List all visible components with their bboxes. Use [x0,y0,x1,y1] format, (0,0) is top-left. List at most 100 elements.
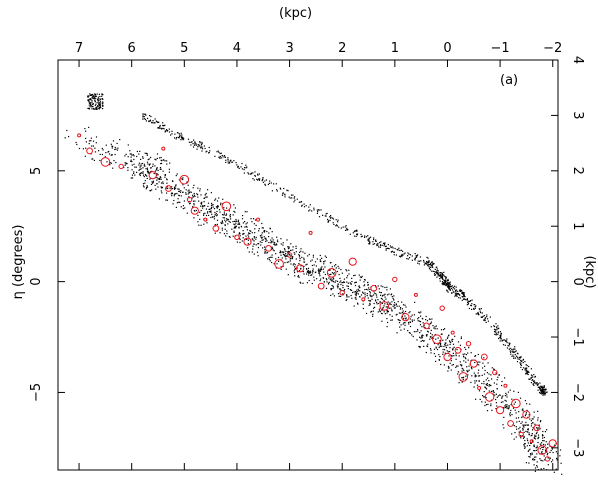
data-point [309,204,311,206]
data-point [520,366,522,368]
data-point [462,293,464,295]
data-point [425,334,427,336]
data-point [224,156,226,158]
highlight-point [100,157,111,167]
data-point [149,163,151,165]
data-point [526,372,528,374]
data-point [509,389,511,391]
data-point [233,210,235,212]
data-point [142,118,144,120]
data-point [89,93,91,95]
data-point [444,281,446,283]
data-point [142,171,144,173]
data-point [542,386,544,388]
data-point [168,168,170,170]
data-point [466,304,468,306]
data-point [111,145,113,147]
data-point [437,337,439,339]
data-point [233,231,235,233]
data-point [318,269,320,271]
data-point [286,261,288,263]
data-point [444,280,446,282]
data-point [158,181,160,183]
data-point [446,350,448,352]
data-point [102,98,104,100]
data-point [431,337,433,339]
data-point [526,424,528,426]
data-point [483,357,485,359]
data-point [126,163,128,165]
data-point [342,284,344,287]
data-point [542,453,544,455]
data-point [356,292,358,294]
data-point [273,241,276,244]
data-point [359,286,361,289]
highlight-point [443,352,452,362]
data-point [384,303,386,305]
data-point [66,129,68,132]
data-point [540,389,542,391]
data-point [209,208,211,210]
data-point [139,168,141,170]
data-point [131,161,133,163]
data-point [390,307,392,309]
data-point [393,251,395,253]
data-point [328,283,330,285]
data-point [264,237,266,240]
highlight-point [256,217,260,222]
data-point [440,275,442,277]
data-point [340,280,342,282]
data-point [473,386,475,388]
data-point [379,242,381,244]
data-point [227,160,229,162]
data-point [402,310,404,312]
data-point [514,432,516,434]
data-point [151,189,153,191]
data-point [497,331,500,333]
data-point [321,266,323,268]
data-point [101,147,103,150]
data-point [385,245,387,248]
data-point [187,138,190,140]
data-point [398,322,401,324]
highlight-point [522,410,531,419]
data-point [253,223,255,225]
data-point [374,299,377,301]
data-point [369,294,371,296]
data-point [339,281,341,283]
data-point [537,427,539,429]
data-point [530,377,532,379]
highlight-point [308,230,313,235]
data-point [393,307,395,309]
data-point [166,163,168,165]
data-point [461,364,463,366]
data-point [525,421,527,424]
data-point [285,268,287,270]
data-point [309,270,311,272]
data-point [300,201,303,203]
data-point [441,272,443,274]
data-point [377,285,379,287]
data-point [360,276,363,279]
data-point [411,255,413,257]
data-point [455,291,457,293]
data-point [423,324,425,326]
data-point [304,252,306,254]
data-point [443,283,445,285]
data-point [537,441,539,444]
data-point [217,150,219,152]
data-point [427,264,429,266]
data-point [460,337,462,340]
data-point [143,113,145,115]
data-point [532,429,534,431]
highlight-point [77,133,82,138]
data-point [445,284,447,286]
data-point [88,143,90,145]
data-point [457,290,459,293]
data-point [307,269,309,272]
data-point [133,158,135,161]
data-point [259,178,261,180]
data-point [479,308,481,310]
data-point [135,166,137,168]
data-point [452,348,454,351]
